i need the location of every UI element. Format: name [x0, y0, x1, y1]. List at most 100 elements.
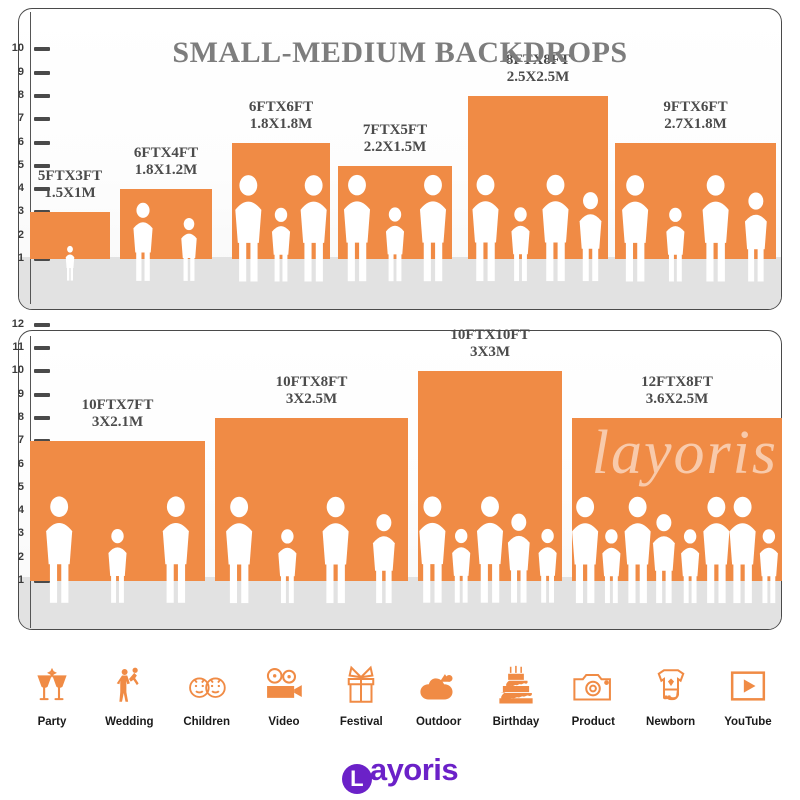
bar-size-m: 1.8X1.8M: [249, 115, 313, 132]
y-tick-label: 2: [17, 228, 24, 241]
y-tick-label: 10: [11, 364, 24, 377]
bar-size-ft: 6FTX4FT: [133, 145, 199, 162]
bar-caption: 12FTX8FT 3.6X2.5M: [572, 374, 782, 408]
people-silhouettes: [133, 202, 197, 281]
people-silhouettes: [419, 496, 557, 603]
use-case-festival[interactable]: Festival: [323, 660, 399, 728]
y-tick-label: 5: [17, 158, 24, 171]
baby-onesie-icon: [650, 660, 692, 712]
y-tick: [34, 257, 50, 261]
bar-size-ft: 9FTX6FT: [663, 98, 728, 115]
bar-size-m: 3X2.5M: [285, 390, 338, 407]
y-tick-label: 9: [17, 387, 24, 400]
y-tick-label: 4: [17, 182, 24, 195]
bar-size-m: 2.2X1.5M: [363, 138, 427, 155]
people-silhouettes: [572, 496, 778, 603]
use-case-label: Birthday: [492, 716, 540, 728]
y-tick-label: 10: [11, 42, 24, 55]
bar-caption: 10FTX8FT 3X2.5M: [215, 374, 408, 408]
use-case-birthday[interactable]: Birthday: [478, 660, 554, 728]
use-case-label: Product: [571, 716, 616, 728]
wedding-couple-icon: [108, 660, 150, 712]
y-tick: [34, 70, 50, 75]
bar-size-m: 3.6X2.5M: [645, 390, 709, 407]
use-case-newborn[interactable]: Newborn: [633, 660, 709, 728]
use-case-children[interactable]: Children: [169, 660, 245, 728]
bar-size-ft: 10FTX8FT: [275, 373, 348, 390]
bar-caption: 10FTX7FT 3X2.1M: [30, 397, 205, 431]
photo-camera-icon: [571, 660, 615, 712]
use-case-label: Children: [183, 716, 230, 728]
use-case-party[interactable]: Party: [14, 660, 90, 728]
bar-size-ft: 10FTX10FT: [450, 327, 530, 344]
bar-size-m: 2.7X1.8M: [664, 115, 727, 132]
y-tick: [34, 117, 50, 122]
bar-size-ft: 10FTX7FT: [81, 397, 154, 414]
bar-caption: 9FTX6FT 2.7X1.8M: [615, 99, 776, 133]
y-tick-label: 1: [17, 574, 24, 586]
y-tick: [34, 579, 50, 583]
floor-strip-bottom: [19, 577, 781, 629]
y-tick-label: 11: [12, 341, 24, 353]
y-axis-line-top: [30, 12, 31, 304]
y-tick: [34, 140, 50, 145]
people-silhouettes: [65, 246, 75, 281]
play-button-icon: [728, 660, 768, 712]
people-silhouettes: [343, 174, 447, 281]
people-silhouettes: [235, 174, 327, 281]
y-tick-label: 3: [17, 205, 24, 218]
brand-mark-icon: L: [341, 764, 372, 794]
bar-caption: 6FTX6FT 1.8X1.8M: [232, 99, 330, 133]
y-tick: [34, 93, 50, 98]
y-tick: [34, 187, 50, 192]
use-case-label: Party: [37, 716, 67, 728]
y-tick: [34, 163, 50, 168]
bar-size-ft: 6FTX6FT: [248, 98, 314, 115]
use-case-label: Festival: [339, 716, 383, 728]
y-tick-label: 5: [17, 480, 24, 493]
use-case-video[interactable]: Video: [246, 660, 322, 728]
bar-caption: 7FTX5FT 2.2X1.5M: [338, 122, 452, 156]
bar-size-ft: 5FTX3FT: [37, 168, 103, 185]
use-case-label: Newborn: [646, 716, 696, 728]
y-tick: [34, 415, 50, 420]
y-tick: [34, 47, 50, 52]
y-tick: [34, 322, 50, 327]
y-tick-label: 3: [17, 527, 24, 540]
people-silhouettes: [622, 174, 767, 281]
bar-size-m: 1.5X1M: [44, 185, 96, 202]
y-tick-label: 9: [17, 65, 24, 78]
people-silhouettes: [226, 496, 395, 603]
y-tick-label: 2: [17, 550, 24, 563]
y-tick-label: 1: [17, 252, 24, 264]
film-camera-icon: [262, 660, 306, 712]
use-case-wedding[interactable]: Wedding: [91, 660, 167, 728]
champagne-glasses-icon: [31, 660, 73, 712]
use-case-product[interactable]: Product: [555, 660, 631, 728]
y-tick-label: 12: [11, 317, 24, 330]
y-tick-label: 8: [17, 410, 24, 423]
bar-size-m: 3X3M: [470, 344, 510, 361]
y-tick: [34, 346, 50, 350]
bar-caption: 5FTX3FT 1.5X1M: [30, 168, 110, 202]
bar-caption: 6FTX4FT 1.8X1.2M: [120, 145, 212, 179]
bar-size-ft: 12FTX8FT: [641, 373, 713, 390]
cloud-mountain-icon: [417, 660, 461, 712]
brand-name: ayoris: [369, 752, 459, 787]
bar-caption: 8FTX8FT 2.5X2.5M: [468, 52, 608, 86]
bar-size-ft: 8FTX8FT: [505, 51, 571, 68]
birthday-cake-icon: [495, 660, 537, 712]
bar-size-m: 3X2.1M: [91, 414, 144, 431]
bar-size-ft: 7FTX5FT: [362, 121, 428, 138]
use-case-outdoor[interactable]: Outdoor: [401, 660, 477, 728]
bar-size-m: 2.5X2.5M: [506, 68, 570, 85]
bar-caption: 10FTX10FT 3X3M: [418, 327, 562, 361]
children-faces-icon: [185, 660, 229, 712]
y-tick-label: 8: [17, 88, 24, 101]
use-case-label: Video: [268, 716, 300, 728]
people-silhouettes: [472, 174, 602, 281]
use-case-icon-row: Party Wedding Children Video Festival Outdoor…: [14, 660, 786, 752]
gift-box-icon: [340, 660, 382, 712]
use-case-youtube[interactable]: YouTube: [710, 660, 786, 728]
